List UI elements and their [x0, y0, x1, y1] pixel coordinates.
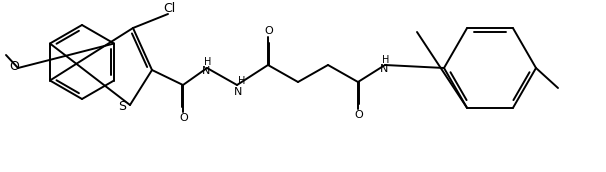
Text: Cl: Cl [163, 2, 175, 14]
Text: O: O [9, 61, 19, 73]
Text: H: H [382, 55, 390, 65]
Text: N: N [380, 64, 388, 74]
Text: H: H [204, 57, 211, 67]
Text: O: O [179, 113, 188, 123]
Text: S: S [118, 99, 126, 112]
Text: O: O [355, 110, 364, 120]
Text: H: H [238, 76, 245, 86]
Text: N: N [234, 87, 242, 97]
Text: N: N [202, 66, 210, 76]
Text: O: O [265, 26, 273, 36]
